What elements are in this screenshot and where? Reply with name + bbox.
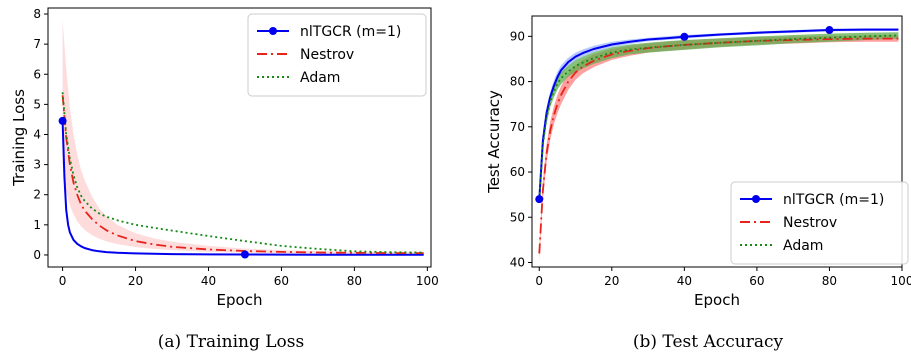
x-tick-label: 20 (604, 274, 619, 288)
nestrov-band (62, 20, 424, 255)
legend-box (730, 181, 909, 265)
x-tick-label: 20 (128, 274, 143, 288)
caption-training-loss: (a) Training Loss (158, 332, 304, 352)
y-tick-label: 6 (33, 67, 41, 81)
y-tick-label: 0 (33, 248, 41, 262)
y-axis-label: Training Loss (10, 89, 28, 187)
y-tick-label: 50 (510, 210, 525, 224)
y-tick-label: 40 (510, 255, 525, 269)
x-tick-label: 100 (891, 274, 911, 288)
legend-label-nestrov: Nestrov (783, 215, 837, 231)
test-accuracy-panel: 0 20 40 60 80 100 40 50 60 70 80 90 Epoch Test Accura… (485, 15, 911, 309)
nltgcr-m-1-line (538, 28, 899, 200)
y-tick-label: 4 (33, 127, 41, 141)
x-tick-label: 0 (59, 274, 67, 288)
y-tick-label: 7 (33, 37, 41, 51)
y-axis-label: Test Accuracy (485, 90, 503, 194)
y-tick-label: 2 (33, 188, 41, 202)
nltgcr-m-1-line (61, 120, 424, 256)
axes-frame (47, 7, 432, 268)
y-tick-label: 3 (33, 158, 41, 172)
x-tick-label: 80 (347, 274, 362, 288)
nltgcr-m-1-marker (535, 195, 544, 204)
plot-area (538, 28, 899, 261)
y-tick-label: 5 (33, 97, 41, 111)
legend-label-nltgcr-m-1: nlTGCR (m=1) (783, 192, 884, 208)
legend-label-adam: Adam (783, 238, 823, 254)
legend-label-adam: Adam (300, 70, 340, 86)
y-tick-label: 8 (33, 7, 41, 21)
nestrov-line (61, 95, 424, 255)
x-tick-label: 60 (274, 274, 289, 288)
legend: nlTGCR (m=1) Nestrov Adam (730, 181, 909, 265)
x-axis-label: Epoch (217, 291, 263, 309)
adam-line (538, 34, 899, 200)
adam-band (539, 32, 899, 204)
nltgcr-m-1-marker (240, 250, 249, 259)
legend-marker-nltgcr-m-1 (269, 27, 277, 35)
y-tick-label: 60 (510, 165, 525, 179)
y-tick-label: 90 (510, 29, 525, 43)
x-tick-label: 40 (677, 274, 692, 288)
nltgcr-m-1-marker (58, 116, 67, 125)
legend-marker-nltgcr-m-1 (752, 195, 760, 203)
legend-label-nestrov: Nestrov (300, 47, 354, 63)
adam-line (61, 92, 424, 254)
plot-area (61, 20, 424, 256)
y-tick-label: 70 (510, 120, 525, 134)
nltgcr-m-1-marker (680, 32, 689, 41)
legend: nlTGCR (m=1) Nestrov Adam (247, 13, 427, 97)
legend-label-nltgcr-m-1: nlTGCR (m=1) (300, 24, 401, 40)
legend-box (247, 13, 427, 97)
x-tick-label: 40 (201, 274, 216, 288)
nltgcr-m-1-marker (825, 26, 834, 35)
x-tick-label: 100 (416, 274, 439, 288)
axes-frame (531, 15, 903, 268)
x-tick-label: 80 (822, 274, 837, 288)
caption-test-accuracy: (b) Test Accuracy (633, 332, 784, 352)
y-tick-label: 80 (510, 75, 525, 89)
x-axis-label: Epoch (694, 291, 740, 309)
x-tick-label: 60 (749, 274, 764, 288)
y-tick-label: 1 (33, 218, 41, 232)
training-loss-panel: 0 20 40 60 80 100 0 1 2 3 4 5 6 7 8 Epoch Training Loss n… (10, 7, 439, 309)
x-tick-label: 0 (535, 274, 543, 288)
